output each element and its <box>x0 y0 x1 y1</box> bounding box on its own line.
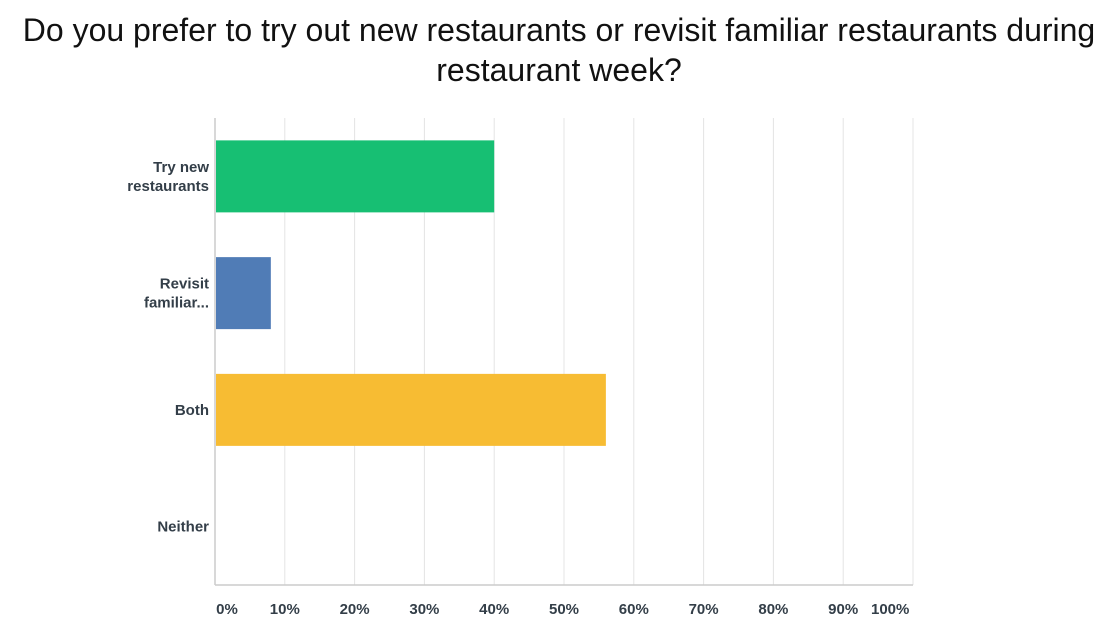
category-label-line: Try new <box>153 159 209 176</box>
axes <box>214 118 913 586</box>
bars <box>216 140 606 446</box>
category-label-line: Both <box>175 402 209 419</box>
x-tick-label: 30% <box>409 601 439 618</box>
x-tick-label: 40% <box>479 601 509 618</box>
bar <box>216 257 271 330</box>
category-label: Neither <box>157 519 209 536</box>
category-label: Both <box>175 402 209 419</box>
bar <box>216 373 606 446</box>
category-label-line: familiar... <box>144 295 209 312</box>
category-label-line: Neither <box>157 519 209 536</box>
x-tick-labels: 0% 10% 20% 30% 40% 50% 60% 70% 80% 90% 100% <box>216 601 909 618</box>
x-tick-label: 100% <box>871 601 909 618</box>
x-tick-label: 90% <box>828 601 858 618</box>
category-label: Revisit familiar... <box>144 276 209 312</box>
x-tick-label: 50% <box>549 601 579 618</box>
x-tick-label: 10% <box>270 601 300 618</box>
category-label: Try new restaurants <box>127 159 209 195</box>
x-tick-label: 0% <box>216 601 238 618</box>
x-tick-label: 80% <box>758 601 788 618</box>
x-tick-label: 20% <box>340 601 370 618</box>
category-label-line: Revisit <box>160 276 209 293</box>
x-tick-label: 70% <box>689 601 719 618</box>
chart-title: Do you prefer to try out new restaurants… <box>22 12 1096 88</box>
x-tick-label: 60% <box>619 601 649 618</box>
category-label-line: restaurants <box>127 178 209 195</box>
category-labels: Try new restaurants Revisit familiar... Both… <box>127 159 209 536</box>
bar <box>216 140 495 213</box>
